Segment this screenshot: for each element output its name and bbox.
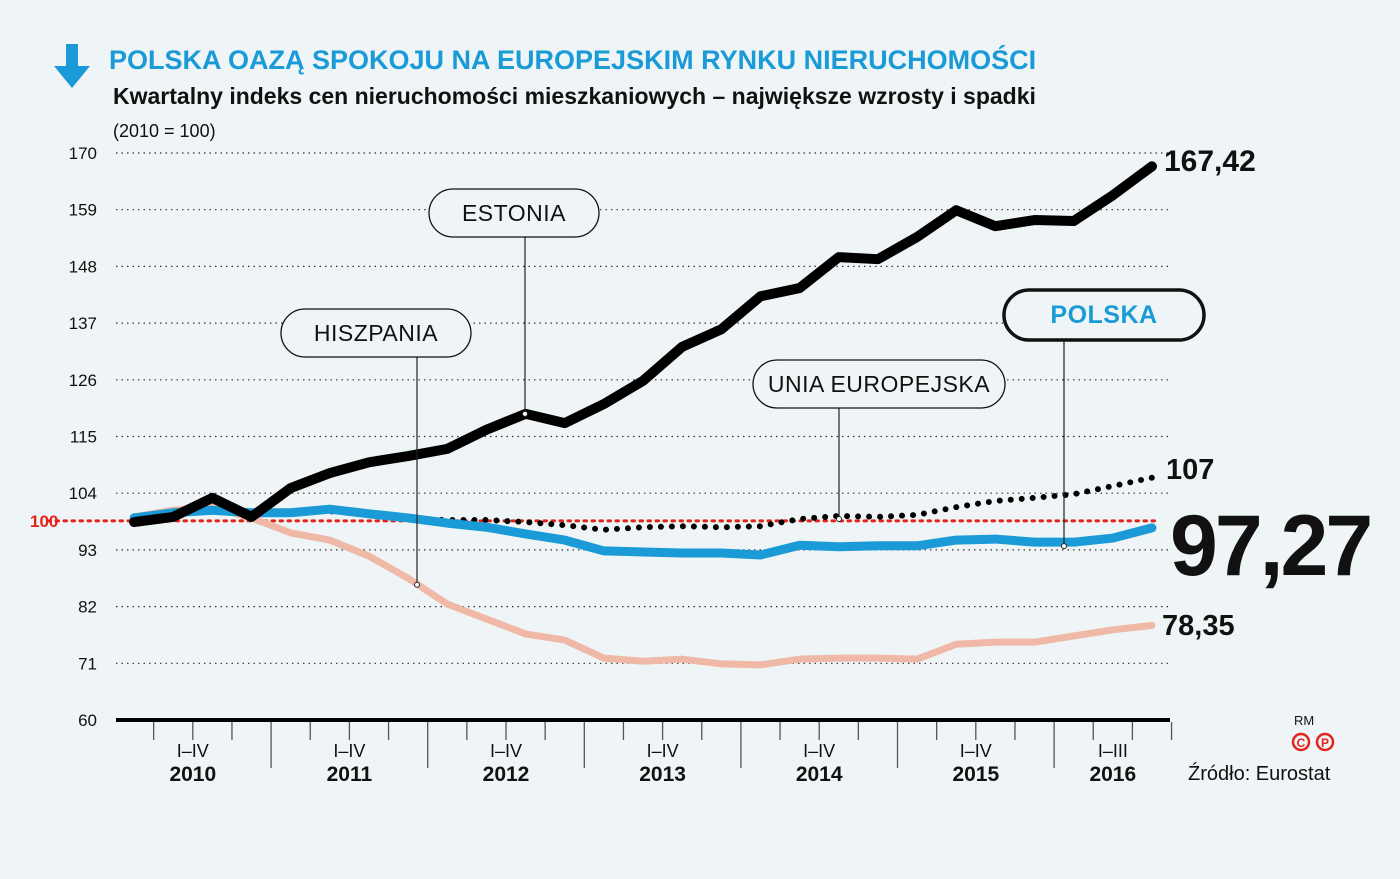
y-axis: 60 71 82 93 104 115 126 137 148 159 170 100 [30,144,97,730]
chart-subtitle: Kwartalny indeks cen nieruchomości miesz… [113,83,1036,109]
y-tick-label: 60 [78,711,97,730]
grid [46,152,1170,664]
end-label: 107 [1166,454,1214,486]
x-period-label: I–IV [490,741,522,761]
y-tick-label: 170 [69,144,97,163]
credit-text: RM [1294,713,1314,728]
callout-estonia: ESTONIA [428,188,600,417]
x-year-label: 2012 [483,763,530,786]
source-text: Źródło: Eurostat [1188,762,1331,785]
callouts: ESTONIA HISZPANIA UNIA EUROPEJSKA POLSKA [280,188,1206,588]
y-tick-label: 137 [69,314,97,333]
end-label: 97,27 [1170,498,1370,594]
callout-label: UNIA EUROPEJSKA [768,371,990,397]
logo-letter-p: P [1321,736,1329,750]
callout-polska: POLSKA [1002,288,1206,550]
y-tick-label: 71 [78,654,97,673]
series-line-polska [129,504,1157,560]
x-year-label: 2015 [952,763,999,786]
leader-dot [1061,543,1067,550]
copyright-logo: C P [1291,732,1335,752]
y-tick-label: 126 [69,371,97,390]
end-label: 78,35 [1162,610,1235,642]
x-year-label: 2011 [327,763,373,786]
y-tick-label: 93 [78,541,97,560]
x-year-label: 2016 [1089,763,1136,786]
series-lines [129,161,1157,669]
callout-label: POLSKA [1050,301,1157,329]
logo-letter-c: C [1297,736,1306,750]
x-year-label: 2014 [796,763,843,786]
series-line-estonia [129,161,1157,528]
leader-dot [522,410,528,417]
y-tick-label: 159 [69,201,97,220]
callout-label: ESTONIA [462,200,566,226]
leader-dot [414,581,420,588]
chart-title: POLSKA OAZĄ SPOKOJU NA EUROPEJSKIM RYNKU… [109,44,1036,75]
callout-label: HISZPANIA [314,320,438,346]
callout-box [280,308,472,358]
reference-label: 100 [30,512,58,531]
x-period-label: I–IV [803,741,835,761]
x-period-label: I–III [1098,741,1128,761]
x-period-label: I–IV [647,741,679,761]
callout-box [752,359,1006,409]
leader-dot [836,515,842,522]
end-label: 167,42 [1164,145,1256,178]
arrow-down-icon [54,44,90,88]
chart-note: (2010 = 100) [113,121,216,141]
callout-unia-europejska: UNIA EUROPEJSKA [752,359,1006,522]
x-period-label: I–IV [177,741,209,761]
y-tick-label: 115 [70,428,97,447]
callout-box [1002,288,1206,342]
x-axis: I–IV2010I–IV2011I–IV2012I–IV2013I–IV2014… [116,718,1173,786]
x-period-label: I–IV [960,741,992,761]
x-period-label: I–IV [333,741,365,761]
y-tick-label: 148 [69,257,97,276]
x-year-label: 2010 [169,763,216,786]
end-labels: 167,42 78,35 107 97,27 [1162,145,1373,642]
x-year-label: 2013 [639,763,686,786]
series-line-hiszpania [130,503,1156,669]
callout-box [428,188,600,238]
y-tick-label: 82 [78,598,97,617]
y-tick-label: 104 [69,484,97,503]
callout-hiszpania: HISZPANIA [280,308,472,588]
